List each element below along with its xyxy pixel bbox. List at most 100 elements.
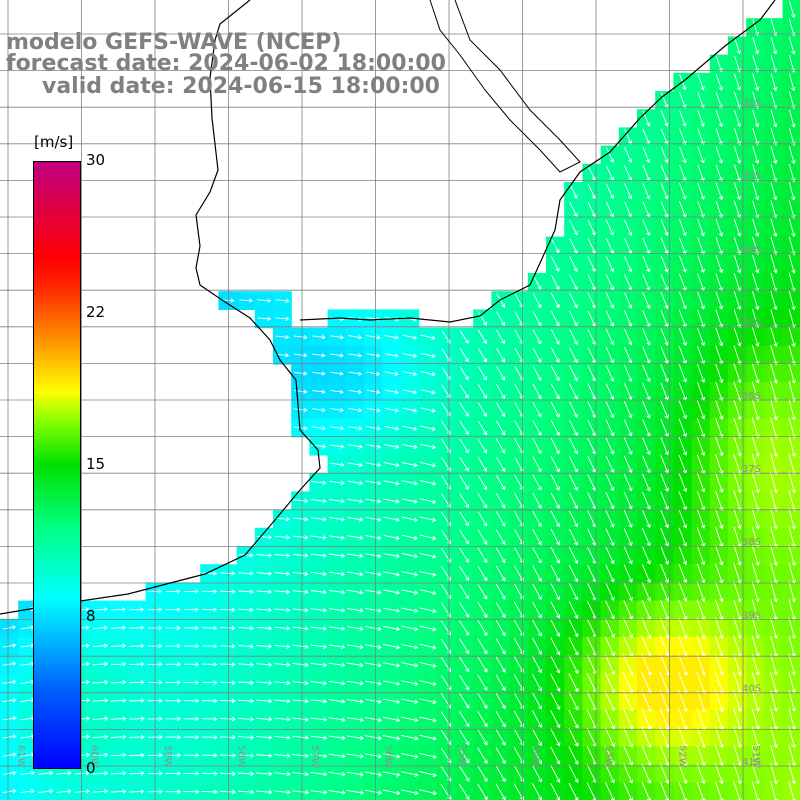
wind-arrow xyxy=(202,589,218,594)
wind-arrow xyxy=(587,183,596,200)
wind-arrow xyxy=(659,745,670,767)
wind-arrow xyxy=(550,583,561,601)
wind-arrow xyxy=(696,689,706,713)
wind-arrow xyxy=(770,218,778,238)
wind-arrow xyxy=(220,680,236,685)
wind-arrow xyxy=(788,435,797,458)
wind-arrow xyxy=(715,472,724,493)
wind-arrow xyxy=(733,453,742,475)
wind-arrow xyxy=(733,146,742,164)
wind-arrow xyxy=(237,771,255,777)
colorbar-tick-30: 30 xyxy=(86,151,106,169)
wind-arrow xyxy=(402,334,418,340)
wind-arrow xyxy=(642,219,651,237)
wind-arrow xyxy=(660,563,670,584)
wind-arrow xyxy=(383,589,401,595)
wind-arrow xyxy=(660,509,669,529)
wind-arrow xyxy=(678,436,688,456)
wind-arrow xyxy=(642,146,651,164)
wind-arrow xyxy=(274,626,291,631)
wind-cell xyxy=(546,782,565,800)
wind-arrow xyxy=(550,673,561,692)
wind-arrow xyxy=(569,238,578,254)
wind-arrow xyxy=(622,653,634,676)
wind-arrow xyxy=(770,435,778,458)
wind-arrow xyxy=(201,662,218,667)
wind-arrow xyxy=(788,544,796,567)
wind-arrow xyxy=(550,438,560,455)
wind-arrow xyxy=(568,564,579,583)
wind-arrow xyxy=(733,472,742,494)
wind-arrow xyxy=(605,310,615,327)
wind-arrow xyxy=(714,763,724,785)
wind-arrow xyxy=(733,109,742,128)
wind-arrow xyxy=(310,644,328,650)
wind-arrow xyxy=(550,401,560,418)
wind-cell xyxy=(473,782,492,800)
wind-arrow xyxy=(401,516,419,523)
wind-arrow xyxy=(770,526,778,548)
longitude-label: 52W xyxy=(677,745,688,768)
wind-arrow xyxy=(678,182,687,200)
wind-arrow xyxy=(292,589,309,595)
wind-arrow xyxy=(604,708,616,730)
wind-arrow xyxy=(623,383,633,401)
wind-cell xyxy=(782,91,800,110)
wind-arrow xyxy=(220,607,236,613)
wind-arrow xyxy=(678,400,688,420)
wind-arrow xyxy=(715,545,724,566)
wind-arrow xyxy=(678,763,688,785)
wind-arrow xyxy=(183,662,200,667)
wind-arrow xyxy=(129,698,145,703)
wind-arrow xyxy=(697,110,705,127)
wind-arrow xyxy=(788,526,796,549)
longitude-label: 55W xyxy=(456,745,467,768)
wind-arrow xyxy=(347,426,363,431)
wind-arrow xyxy=(220,644,236,649)
wind-arrow xyxy=(532,783,543,800)
wind-arrow xyxy=(419,516,437,523)
wind-arrow xyxy=(274,662,291,667)
wind-arrow xyxy=(256,644,273,649)
wind-arrow xyxy=(513,710,524,728)
wind-arrow xyxy=(513,619,524,637)
wind-arrow xyxy=(532,528,542,546)
wind-arrow xyxy=(274,735,291,740)
wind-arrow xyxy=(605,183,615,200)
wind-arrow xyxy=(419,661,437,668)
wind-arrow xyxy=(382,753,401,759)
wind-arrow xyxy=(274,753,291,759)
wind-arrow xyxy=(274,717,291,722)
wind-arrow xyxy=(751,435,760,458)
wind-arrow xyxy=(2,770,17,776)
wind-arrow xyxy=(697,291,706,310)
wind-arrow xyxy=(400,789,419,796)
wind-cell xyxy=(782,637,800,656)
wind-arrow xyxy=(330,407,345,413)
wind-arrow xyxy=(383,534,400,541)
wind-arrow xyxy=(310,699,328,704)
wind-arrow xyxy=(165,680,181,685)
wind-arrow xyxy=(346,698,364,704)
latitude-label: 34S xyxy=(742,244,761,255)
wind-arrow xyxy=(550,419,560,436)
wind-arrow xyxy=(733,73,742,91)
wind-arrow xyxy=(495,601,506,618)
wind-arrow xyxy=(312,389,326,395)
wind-arrow xyxy=(514,529,524,546)
wind-arrow xyxy=(111,643,127,649)
wind-arrow xyxy=(495,529,506,545)
wind-arrow xyxy=(220,589,236,594)
wind-arrow xyxy=(642,364,651,383)
wind-arrow xyxy=(402,425,418,431)
wind-arrow xyxy=(660,437,669,456)
wind-cell xyxy=(527,782,547,800)
wind-arrow xyxy=(110,734,127,740)
wind-arrow xyxy=(677,689,688,713)
wind-arrow xyxy=(38,770,54,776)
wind-arrow xyxy=(274,571,291,576)
wind-arrow xyxy=(532,383,542,400)
wind-arrow xyxy=(641,528,651,547)
wind-arrow xyxy=(696,509,706,529)
wind-arrow xyxy=(402,389,418,395)
